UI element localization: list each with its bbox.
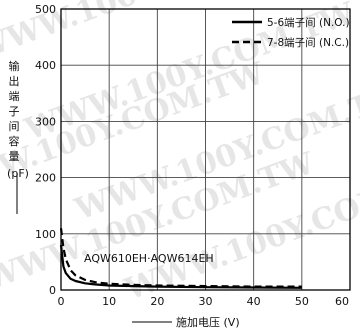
x-tick-label: 20 bbox=[150, 295, 164, 308]
legend: 5-6端子间 (N.O.) 7-8端子间 (N.C.) bbox=[232, 16, 350, 49]
series-lines bbox=[59, 228, 302, 289]
y-tick-label: 300 bbox=[35, 115, 56, 128]
y-axis-label-char: 出 bbox=[9, 74, 20, 88]
y-tick-label: 400 bbox=[35, 59, 56, 72]
series-line-2 bbox=[59, 228, 302, 288]
y-tick-label: 500 bbox=[35, 3, 56, 16]
plot-frame bbox=[60, 8, 351, 291]
y-axis-label-char: 输 bbox=[9, 59, 20, 73]
legend-label: 7-8端子间 (N.C.) bbox=[267, 36, 349, 49]
y-axis-label-char: 容 bbox=[9, 134, 20, 148]
x-tick-labels: 0 10 20 30 40 50 60 bbox=[58, 295, 350, 308]
y-tick-label: 200 bbox=[35, 172, 56, 185]
x-axis-label-group: 施加电压 (V) bbox=[132, 316, 240, 329]
model-label: AQW610EH·AQW614EH bbox=[84, 252, 214, 265]
x-axis-label: 施加电压 (V) bbox=[176, 316, 240, 329]
x-tick-label: 30 bbox=[199, 295, 213, 308]
y-axis-label-char: 量 bbox=[9, 150, 20, 163]
x-tick-label: 10 bbox=[102, 295, 116, 308]
y-tick-labels: 0 100 200 300 400 500 bbox=[35, 3, 56, 297]
x-tick-label: 50 bbox=[295, 295, 309, 308]
grid-lines bbox=[61, 9, 350, 290]
x-tick-label: 40 bbox=[247, 295, 261, 308]
x-tick-label: 0 bbox=[58, 295, 65, 308]
y-axis-label-char: 子 bbox=[9, 105, 20, 118]
y-tick-label: 0 bbox=[49, 284, 56, 297]
legend-label: 5-6端子间 (N.O.) bbox=[267, 16, 350, 29]
y-axis-label-char: 端 bbox=[9, 90, 20, 103]
y-axis-label-unit: (pF) bbox=[7, 167, 29, 180]
x-tick-label: 60 bbox=[335, 295, 349, 308]
y-tick-label: 100 bbox=[35, 228, 56, 241]
y-axis-label-char: 间 bbox=[9, 120, 20, 133]
